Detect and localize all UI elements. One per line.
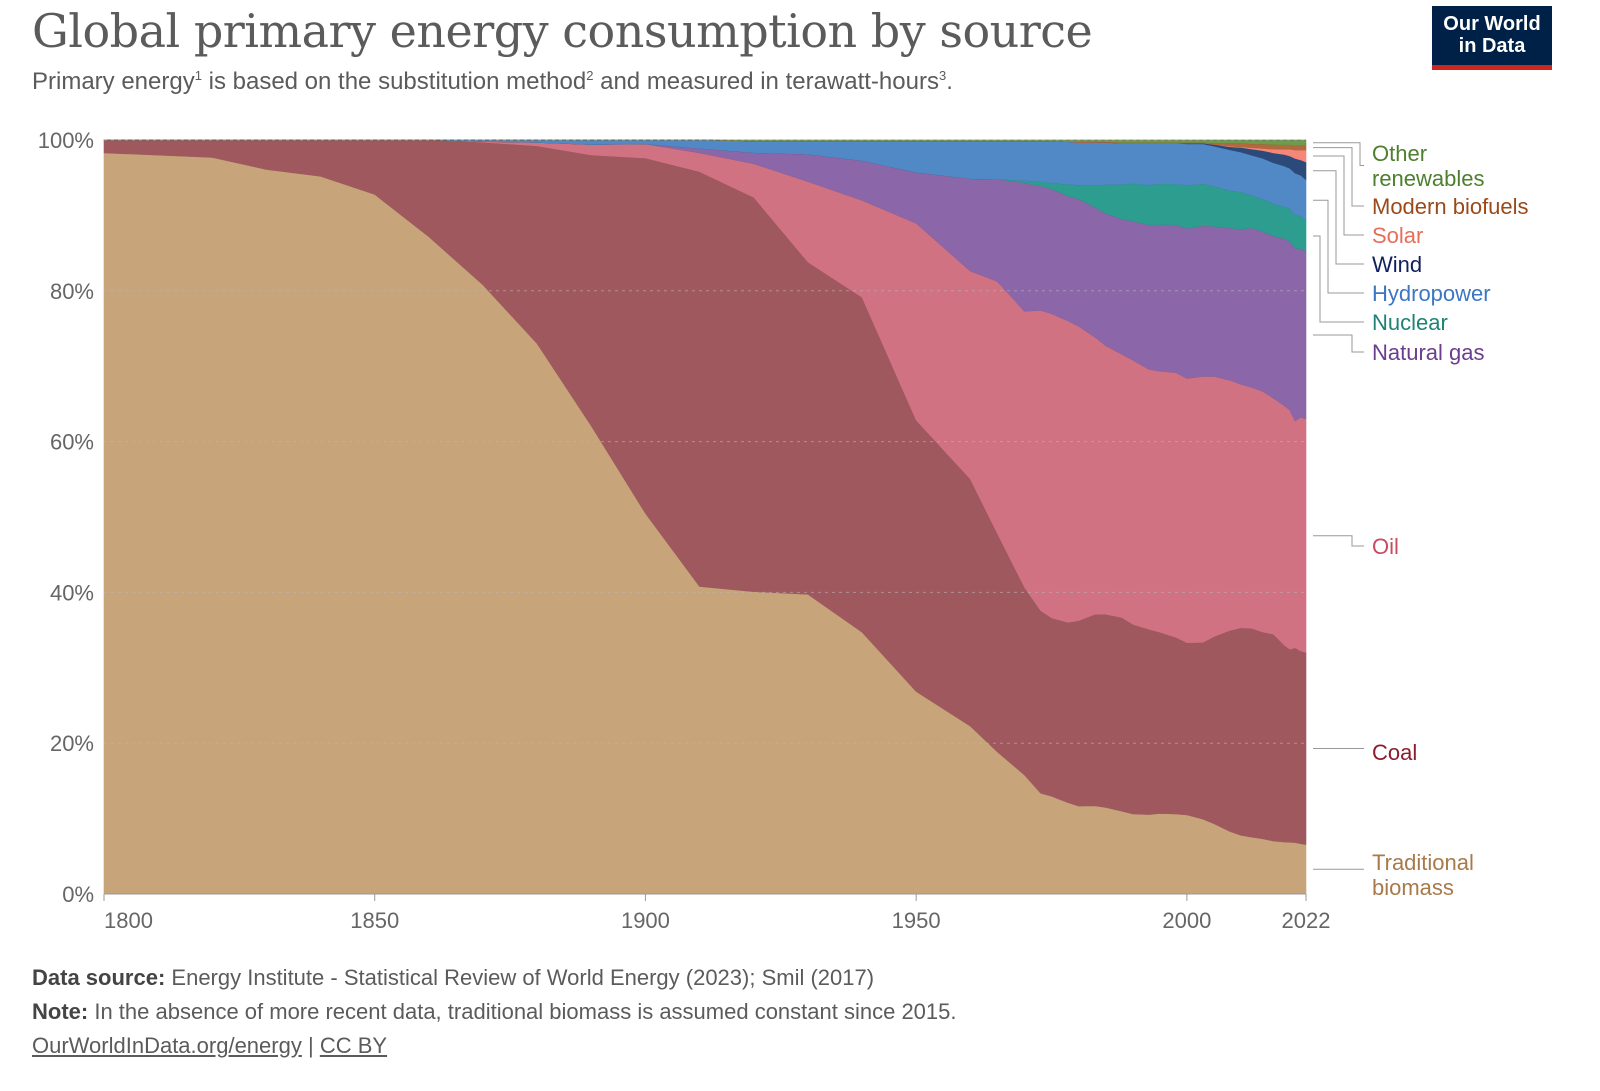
- legend-connector-4: [1313, 235, 1364, 323]
- legend-label-traditional-biomass: biomass: [1372, 875, 1454, 900]
- chart-title: Global primary energy consumption by sou…: [32, 4, 1093, 58]
- owid-logo[interactable]: Our World in Data: [1432, 6, 1552, 70]
- legend-label-coal: Coal: [1372, 740, 1417, 765]
- license-link[interactable]: CC BY: [319, 1033, 388, 1058]
- x-tick-label: 2022: [1282, 908, 1331, 933]
- legend-connector-9: [1313, 142, 1364, 166]
- x-tick-label: 1950: [892, 908, 941, 933]
- logo-line-1: Our World: [1443, 13, 1541, 35]
- area-other-renewables: [103, 139, 1307, 146]
- y-tick-label: 0%: [62, 882, 94, 907]
- legend-label-other-renewables: renewables: [1372, 166, 1485, 191]
- legend-connector-6: [1313, 170, 1364, 265]
- legend-label-solar: Solar: [1372, 223, 1423, 248]
- data-source-line: Data source: Energy Institute - Statisti…: [32, 965, 875, 990]
- x-tick-label: 1800: [104, 908, 153, 933]
- x-tick-label: 1850: [350, 908, 399, 933]
- legend-label-oil: Oil: [1372, 534, 1399, 559]
- footer-links: OurWorldInData.org/energy | CC BY: [32, 1033, 388, 1058]
- legend-connector-8: [1313, 147, 1364, 207]
- y-tick-label: 40%: [50, 580, 94, 605]
- legend-connector-3: [1313, 334, 1364, 353]
- legend-label-traditional-biomass: Traditional: [1372, 850, 1474, 875]
- y-tick-label: 100%: [38, 128, 94, 153]
- legend-label-wind: Wind: [1372, 252, 1422, 277]
- y-tick-label: 60%: [50, 430, 94, 455]
- legend-label-natural-gas: Natural gas: [1372, 340, 1485, 365]
- owid-energy-link[interactable]: OurWorldInData.org/energy: [32, 1033, 302, 1058]
- y-tick-label: 20%: [50, 731, 94, 756]
- legend-connector-7: [1313, 155, 1364, 236]
- logo-line-2: in Data: [1458, 35, 1526, 57]
- x-tick-label: 1900: [621, 908, 670, 933]
- legend-connector-5: [1313, 199, 1364, 294]
- stacked-area-chart: 0% 20% 40% 60% 80% 100% 1800 1850 1900 1950 2000 20…: [38, 128, 1529, 933]
- legend-label-hydropower: Hydropower: [1372, 281, 1491, 306]
- y-tick-label: 80%: [50, 279, 94, 304]
- chart-subtitle: Primary energy1 is based on the substitu…: [32, 68, 953, 95]
- note-line: Note: In the absence of more recent data…: [32, 999, 957, 1024]
- legend-connector-2: [1313, 535, 1364, 547]
- legend-label-nuclear: Nuclear: [1372, 310, 1448, 335]
- legend-label-modern-biofuels: Modern biofuels: [1372, 194, 1529, 219]
- x-tick-label: 2000: [1162, 908, 1211, 933]
- legend-label-other-renewables: Other: [1372, 141, 1427, 166]
